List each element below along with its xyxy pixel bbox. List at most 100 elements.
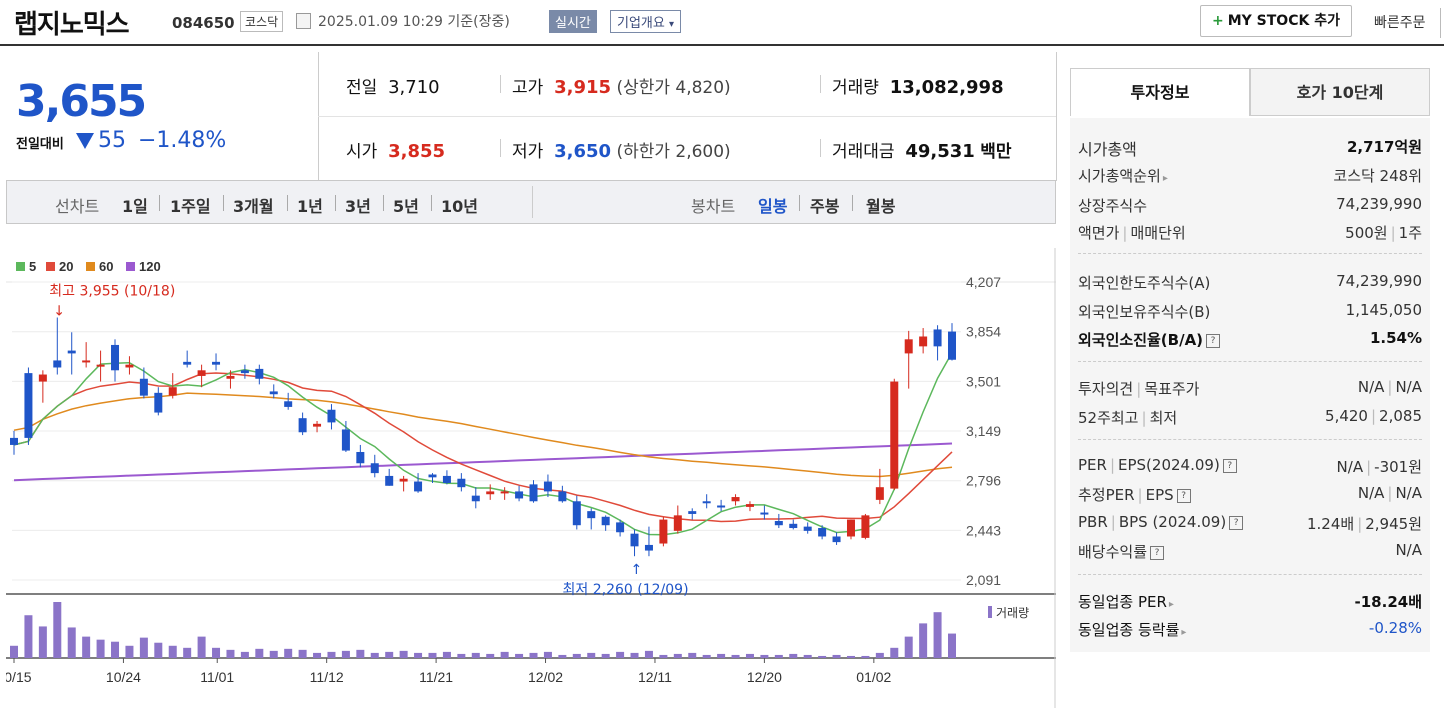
volume-bar — [284, 648, 293, 658]
candle-body — [933, 329, 942, 347]
sector-change-row[interactable]: 동일업종 등락률 ▸ -0.28% — [1078, 619, 1422, 640]
price-change-pct: −1.48% — [138, 128, 227, 153]
open-value: 3,855 — [388, 141, 446, 162]
my-stock-add-button[interactable]: + MY STOCK 추가 — [1200, 5, 1352, 37]
x-tick-label: 11/21 — [419, 669, 453, 685]
y-tick-label: 2,796 — [966, 473, 1001, 489]
caret-right-icon: ▸ — [1168, 599, 1174, 610]
high-label: 고가 — [512, 78, 544, 98]
trade-unit: 1주 — [1398, 224, 1422, 242]
divider — [852, 195, 853, 211]
tab-order-book[interactable]: 호가 10단계 — [1250, 68, 1430, 116]
candle-body — [529, 484, 538, 502]
volume-bar — [313, 652, 322, 658]
est-per-row: 추정PER | EPS? N/A | N/A — [1078, 484, 1422, 504]
volume-bar — [269, 650, 278, 658]
row-value: N/A — [1395, 541, 1422, 559]
plus-icon: + — [1212, 13, 1224, 29]
candle-chart-label: 봉차트 — [691, 197, 736, 216]
candle-body — [96, 364, 105, 367]
candle-body — [269, 391, 278, 395]
period-3m[interactable]: 3개월 — [233, 197, 274, 216]
help-icon[interactable]: ? — [1150, 545, 1165, 560]
row-label: PER — [1078, 456, 1107, 474]
candle-body — [385, 475, 394, 486]
up-arrow-icon: ↑ — [631, 562, 643, 578]
volume-bar — [414, 652, 423, 658]
legend-label: 5 — [29, 259, 36, 274]
volume-bar — [298, 649, 307, 658]
period-3y[interactable]: 3년 — [345, 197, 371, 216]
prev-close: 전일 3,710 — [346, 73, 440, 98]
tab-invest-info[interactable]: 투자정보 — [1070, 68, 1250, 116]
divider — [799, 195, 800, 211]
stock-chart[interactable]: 4,207 3,854 3,501 3,149 2,796 2,443 2,091 10/15… — [6, 248, 1056, 708]
x-tick-label: 01/02 — [856, 669, 891, 685]
candle-body — [832, 536, 841, 543]
candle-body — [298, 418, 307, 433]
volume-label: 거래량 — [832, 78, 879, 98]
candle-body — [38, 374, 47, 382]
volume-bar — [587, 652, 596, 658]
est-eps-value: N/A — [1395, 484, 1422, 502]
help-icon[interactable]: ? — [1222, 458, 1237, 473]
candle-monthly[interactable]: 월봉 — [866, 197, 896, 216]
change-label: 전일대비 — [16, 137, 64, 152]
candle-daily[interactable]: 일봉 — [758, 197, 788, 216]
volume-bar — [789, 653, 798, 658]
stock-code: 084650 — [172, 14, 235, 32]
period-1y[interactable]: 1년 — [297, 197, 323, 216]
help-icon[interactable]: ? — [1229, 515, 1244, 530]
header-divider — [1440, 8, 1441, 38]
help-icon[interactable]: ? — [1176, 488, 1191, 503]
volume-bar — [82, 636, 91, 658]
current-price: 3,655 — [16, 76, 147, 127]
row-label: 목표주가 — [1144, 380, 1200, 398]
sector-per-value: -18.24배 — [1354, 593, 1422, 611]
candle-body — [717, 505, 726, 508]
volume-bar — [616, 651, 625, 658]
line-chart-label[interactable]: 선차트 — [55, 197, 100, 216]
volume-bar — [53, 602, 62, 658]
row-value: 74,239,990 — [1336, 272, 1422, 290]
low-value: 3,650 — [554, 141, 612, 162]
divider — [820, 75, 821, 93]
volume-bar — [644, 650, 653, 658]
candle-body — [240, 370, 249, 374]
candle-body — [948, 331, 956, 360]
amount-value: 49,531 — [905, 141, 975, 162]
volume-bar — [630, 652, 639, 658]
row-label: 동일업종 PER — [1078, 593, 1167, 611]
volume-bar — [659, 654, 668, 658]
candle-body — [428, 474, 437, 478]
period-1d[interactable]: 1일 — [122, 197, 148, 216]
sector-per-row[interactable]: 동일업종 PER ▸ -18.24배 — [1078, 591, 1422, 612]
period-5y[interactable]: 5년 — [393, 197, 419, 216]
ma5-line — [13, 352, 953, 536]
market-cap-rank-row[interactable]: 시가총액순위 ▸ 코스닥 248위 — [1078, 165, 1422, 186]
per-row: PER | EPS(2024.09)? N/A | -301원 — [1078, 456, 1422, 476]
bps-value: 2,945원 — [1365, 515, 1422, 533]
quick-order-link[interactable]: 빠른주문 — [1374, 15, 1426, 31]
x-tick-label: 10/15 — [6, 669, 32, 685]
period-10y[interactable]: 10년 — [441, 197, 478, 216]
candle-weekly[interactable]: 주봉 — [810, 197, 840, 216]
candle-body — [327, 409, 336, 423]
period-1w[interactable]: 1주일 — [170, 197, 211, 216]
volume-bar — [370, 652, 379, 658]
divider — [532, 186, 533, 218]
volume-bar — [745, 653, 754, 658]
realtime-button[interactable]: 실시간 — [549, 10, 597, 33]
x-tick-label: 10/24 — [106, 669, 141, 685]
company-info-dropdown[interactable]: 기업개요 ▾ — [610, 10, 682, 33]
help-icon[interactable]: ? — [1206, 333, 1221, 348]
candle-body — [630, 533, 639, 547]
legend-label: 60 — [99, 259, 113, 274]
y-tick-label: 2,443 — [966, 522, 1001, 538]
divider — [820, 139, 821, 157]
candle-body — [818, 528, 827, 537]
candle-body — [82, 360, 91, 363]
volume-bar — [457, 653, 466, 658]
foreign-limit-row: 외국인한도주식수(A) 74,239,990 — [1078, 272, 1422, 293]
volume-bar — [731, 654, 740, 658]
